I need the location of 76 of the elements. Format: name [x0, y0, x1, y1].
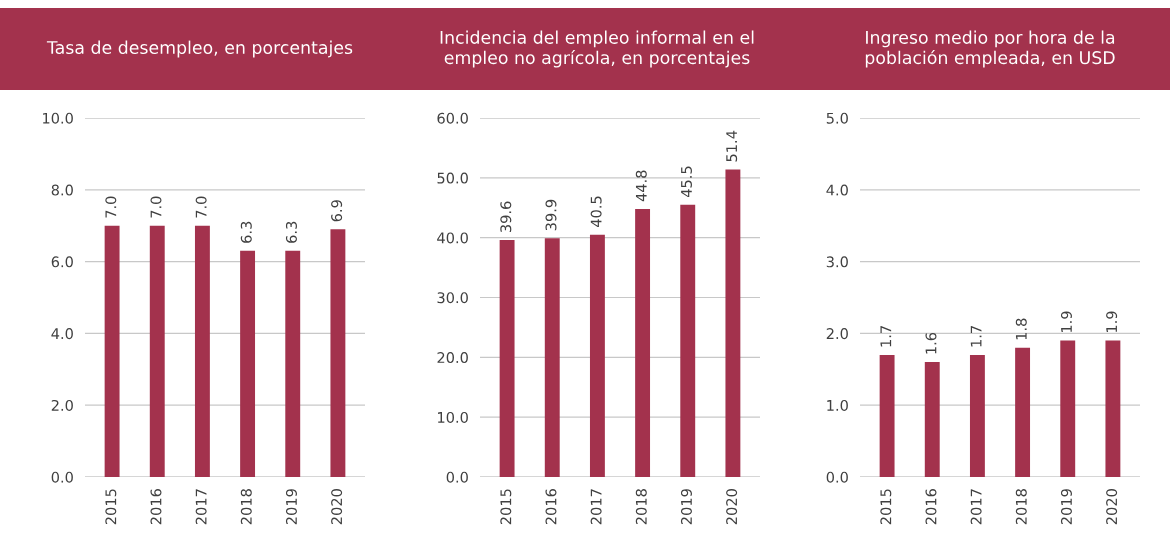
data-label: 7.0 [105, 196, 117, 218]
bar [725, 169, 741, 477]
bar [924, 362, 940, 477]
x-tick-label: 2018 [635, 489, 647, 525]
data-label: 7.0 [195, 196, 207, 218]
y-tick-label: 8.0 [51, 184, 73, 196]
data-label: 1.7 [970, 326, 982, 347]
bar [635, 208, 651, 477]
bar [104, 225, 120, 477]
y-tick-label: 0.0 [446, 471, 468, 483]
bar [240, 250, 256, 477]
bar [1015, 347, 1031, 477]
data-label: 1.7 [880, 326, 892, 347]
y-tick-label: 2.0 [51, 399, 73, 411]
bar [1105, 340, 1121, 477]
chart-title: Ingreso medio por hora de la población empleada, en USD [865, 30, 1115, 68]
data-label: 1.9 [1060, 311, 1072, 333]
bar [499, 240, 515, 477]
bar [194, 225, 210, 477]
bar [285, 250, 301, 477]
x-tick-label: 2020 [1106, 489, 1118, 525]
bar [330, 229, 346, 477]
chart-title: Tasa de desempleo, en porcentajes [46, 40, 353, 58]
y-tick-label: 2.0 [826, 328, 848, 340]
data-label: 44.8 [635, 170, 647, 202]
data-label: 39.9 [545, 199, 557, 231]
y-tick-label: 4.0 [51, 328, 73, 340]
x-tick-label: 2017 [195, 489, 207, 525]
x-tick-label: 2018 [240, 489, 252, 525]
x-tick-label: 2019 [680, 489, 692, 525]
x-tick-label: 2015 [105, 489, 117, 525]
data-label: 39.6 [500, 201, 512, 232]
x-tick-label: 2016 [545, 489, 557, 525]
x-tick-label: 2016 [150, 489, 162, 525]
x-tick-label: 2016 [925, 489, 937, 525]
y-tick-label: 6.0 [51, 256, 73, 268]
y-tick-label: 3.0 [826, 256, 848, 268]
y-tick-label: 20.0 [437, 352, 468, 364]
data-label: 1.8 [1015, 318, 1027, 340]
bar [1060, 340, 1076, 477]
x-tick-label: 2015 [880, 489, 892, 525]
x-tick-label: 2015 [500, 489, 512, 525]
bar [544, 238, 560, 477]
data-label: 1.9 [1106, 311, 1118, 333]
bar [589, 234, 605, 477]
bar [879, 354, 895, 477]
y-tick-label: 10.0 [438, 411, 468, 423]
data-label: 7.0 [150, 196, 162, 218]
data-label: 6.3 [285, 221, 297, 243]
x-tick-label: 2019 [1060, 489, 1072, 525]
data-label: 6.9 [331, 200, 343, 222]
y-tick-label: 50.0 [437, 172, 468, 184]
y-tick-label: 0.0 [51, 471, 73, 483]
data-label: 6.3 [240, 221, 252, 243]
x-tick-label: 2020 [726, 489, 738, 525]
y-tick-label: 40.0 [437, 232, 468, 244]
y-tick-label: 10.0 [43, 112, 73, 124]
x-tick-label: 2019 [285, 489, 297, 525]
x-tick-label: 2017 [970, 489, 982, 525]
chart-title: Incidencia del empleo informal en el empleo no agrícola, en porcentajes [440, 30, 754, 68]
y-tick-label: 5.0 [826, 112, 848, 124]
data-label: 51.4 [726, 130, 738, 162]
data-label: 1.6 [925, 332, 937, 354]
y-tick-label: 1.0 [827, 399, 848, 411]
y-tick-label: 4.0 [826, 184, 848, 196]
y-tick-label: 0.0 [826, 471, 848, 483]
bar [680, 204, 696, 477]
y-tick-label: 30.0 [437, 292, 468, 304]
x-tick-label: 2020 [331, 489, 343, 525]
x-tick-label: 2018 [1015, 489, 1027, 525]
data-label: 40.5 [590, 196, 602, 228]
data-label: 45.5 [681, 166, 692, 198]
y-tick-label: 60.0 [437, 112, 468, 124]
bar [149, 225, 165, 477]
bar [969, 354, 985, 477]
x-tick-label: 2017 [590, 489, 602, 525]
